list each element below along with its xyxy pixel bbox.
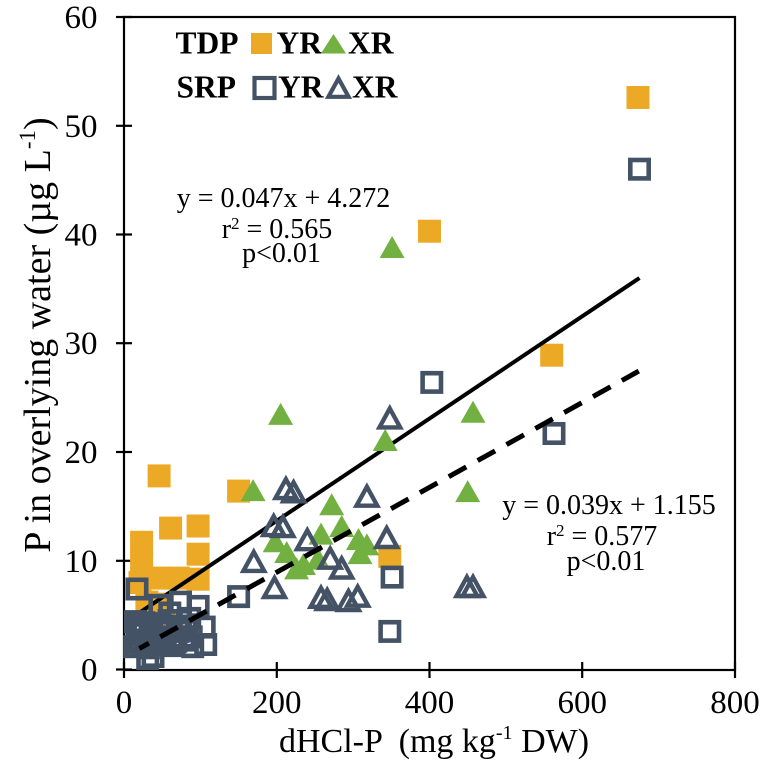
svg-text:30: 30 bbox=[65, 326, 98, 362]
svg-text:40: 40 bbox=[65, 218, 98, 254]
svg-text:YR: YR bbox=[277, 26, 324, 61]
svg-text:P in overlying water (µg L-1): P in overlying water (µg L-1) bbox=[15, 117, 59, 552]
svg-text:y = 0.039x + 1.155: y = 0.039x + 1.155 bbox=[502, 490, 716, 521]
svg-text:r2 = 0.577: r2 = 0.577 bbox=[547, 521, 658, 552]
svg-text:600: 600 bbox=[557, 685, 607, 721]
svg-text:r2 = 0.565: r2 = 0.565 bbox=[222, 214, 333, 245]
svg-text:y = 0.047x + 4.272: y = 0.047x + 4.272 bbox=[177, 183, 391, 214]
svg-text:p<0.01: p<0.01 bbox=[242, 238, 321, 269]
svg-text:TDP: TDP bbox=[176, 26, 239, 61]
svg-text:p<0.01: p<0.01 bbox=[567, 546, 646, 577]
svg-text:10: 10 bbox=[65, 544, 98, 580]
svg-text:0: 0 bbox=[81, 653, 98, 689]
svg-text:XR: XR bbox=[348, 26, 395, 61]
svg-text:0: 0 bbox=[116, 685, 133, 721]
svg-text:800: 800 bbox=[710, 685, 760, 721]
svg-text:60: 60 bbox=[65, 0, 98, 36]
svg-text:200: 200 bbox=[252, 685, 302, 721]
svg-text:50: 50 bbox=[65, 109, 98, 145]
svg-text:SRP: SRP bbox=[177, 70, 237, 105]
svg-text:20: 20 bbox=[65, 435, 98, 471]
svg-text:400: 400 bbox=[405, 685, 455, 721]
svg-text:YR: YR bbox=[278, 70, 325, 105]
svg-text:XR: XR bbox=[352, 70, 399, 105]
svg-text:dHCl-P (mg kg-1 DW): dHCl-P (mg kg-1 DW) bbox=[279, 722, 589, 760]
